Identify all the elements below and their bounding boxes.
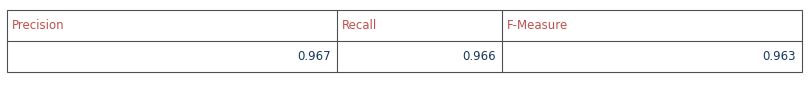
Text: 0.967: 0.967: [298, 50, 331, 63]
Text: Precision: Precision: [12, 19, 65, 32]
Text: 0.966: 0.966: [463, 50, 496, 63]
Bar: [7, 10, 802, 72]
Text: 0.963: 0.963: [763, 50, 796, 63]
Text: F-Measure: F-Measure: [507, 19, 568, 32]
Text: Recall: Recall: [342, 19, 377, 32]
